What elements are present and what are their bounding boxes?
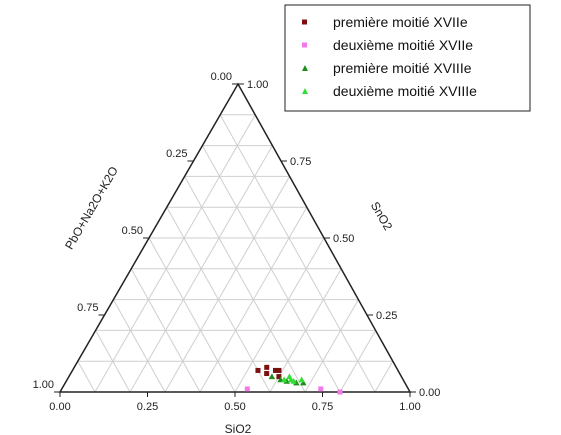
legend-label-3: première moitié XVIIIe: [333, 60, 472, 76]
data-point-series-1: [255, 367, 261, 373]
tick-label-sio2: 0.50: [224, 401, 245, 413]
grid-line-sio2: [269, 268, 342, 393]
tick-label-sio2: 0.00: [49, 401, 70, 413]
legend-label-2: deuxième moitié XVIIe: [333, 37, 473, 53]
grid-line-pbo: [77, 360, 96, 393]
data-point-series-4: [280, 376, 288, 383]
data-point-series-2: [318, 386, 324, 392]
legend-label-4: deuxième moitié XVIIIe: [333, 83, 477, 99]
tick-label-sno2: 1.00: [247, 79, 268, 91]
data-point-series-2: [337, 389, 343, 395]
tick-label-sio2: 0.25: [137, 401, 158, 413]
data-point-series-1: [272, 367, 278, 373]
legend-marker-1: [302, 19, 307, 25]
axis-label-pbo: PbO+Na2O+K2O: [62, 164, 121, 252]
legend-marker-3: [302, 65, 308, 71]
data-point-series-1: [276, 367, 282, 373]
tick-label-sno2: 0.00: [419, 387, 440, 399]
grid-line-pbo: [148, 237, 236, 393]
axis-label-sio2: SiO2: [225, 422, 252, 435]
data-point-series-1: [264, 371, 270, 377]
tick-labels: 0.00 0.00 0.00 0.25 0.25 0.25 0.50 0.50 0.50 0.75…: [33, 71, 441, 413]
data-point-series-3: [293, 379, 300, 386]
data-point-series-1: [276, 374, 282, 380]
grid-line-pbo: [130, 268, 201, 393]
grid-lines: [77, 114, 394, 393]
data-point-series-3: [283, 378, 290, 384]
grid-line-sio2: [304, 299, 359, 393]
grid-line-sio2: [234, 237, 325, 393]
grid-line-sio2: [94, 114, 256, 393]
legend-box: [284, 4, 531, 112]
grid-line-sio2: [374, 360, 394, 393]
tick-label-sno2: 0.25: [376, 310, 397, 322]
legend-marker-2: [302, 42, 307, 48]
tick-label-sno2: 0.75: [290, 156, 311, 168]
legend-label-1: première moitié XVIIe: [333, 14, 468, 30]
data-point-series-3: [268, 373, 276, 380]
tick-label-sio2: 0.75: [312, 401, 333, 413]
grid-line-pbo: [184, 176, 306, 393]
tick-label-sno2: 0.50: [333, 233, 354, 245]
tick-label-pbo: 0.00: [211, 71, 232, 83]
data-points: [244, 364, 343, 395]
grid-line-sio2: [164, 176, 291, 393]
data-point-series-1: [264, 364, 270, 370]
data-point-series-4: [298, 376, 305, 383]
tick-label-pbo: 0.25: [166, 148, 187, 160]
grid-line-pbo: [112, 299, 166, 393]
data-point-series-3: [300, 379, 307, 386]
grid-line-pbo: [95, 330, 131, 393]
tick-label-sio2: 1.00: [399, 401, 420, 413]
data-point-series-2: [244, 386, 250, 392]
tick-label-pbo: 0.75: [77, 302, 98, 314]
tick-label-pbo: 0.50: [122, 225, 143, 237]
grid-line-pbo: [219, 114, 376, 393]
legend-marker-4: [302, 88, 308, 94]
grid-line-sio2: [339, 330, 377, 393]
axis-label-sno2: SnO2: [368, 199, 396, 233]
legend: première moitié XVIIe deuxième moitié XVI…: [284, 4, 531, 112]
tick-label-pbo: 1.00: [33, 379, 54, 391]
data-point-series-4: [290, 378, 297, 384]
